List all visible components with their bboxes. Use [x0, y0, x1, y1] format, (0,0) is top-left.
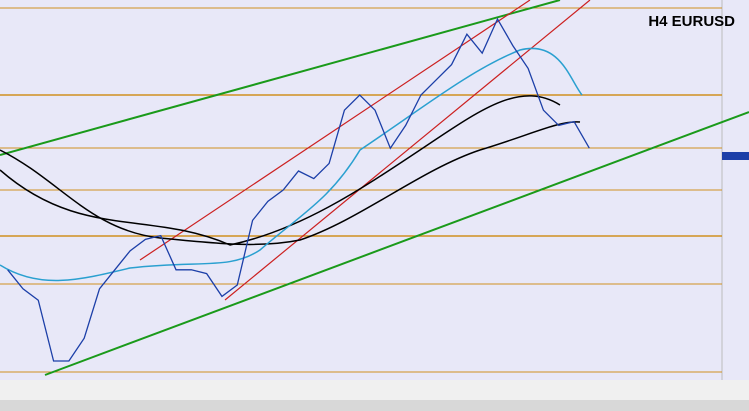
fib-levels: [0, 7, 722, 373]
status-bar: [0, 400, 749, 411]
moving-averages: [0, 47, 583, 282]
price-line: [7, 17, 590, 362]
price-marker: [722, 152, 749, 160]
trend-channel: [0, 0, 749, 376]
time-axis: [0, 380, 749, 400]
chart-title: H4 EURUSD: [648, 13, 735, 30]
regression-channel: [139, 0, 591, 301]
